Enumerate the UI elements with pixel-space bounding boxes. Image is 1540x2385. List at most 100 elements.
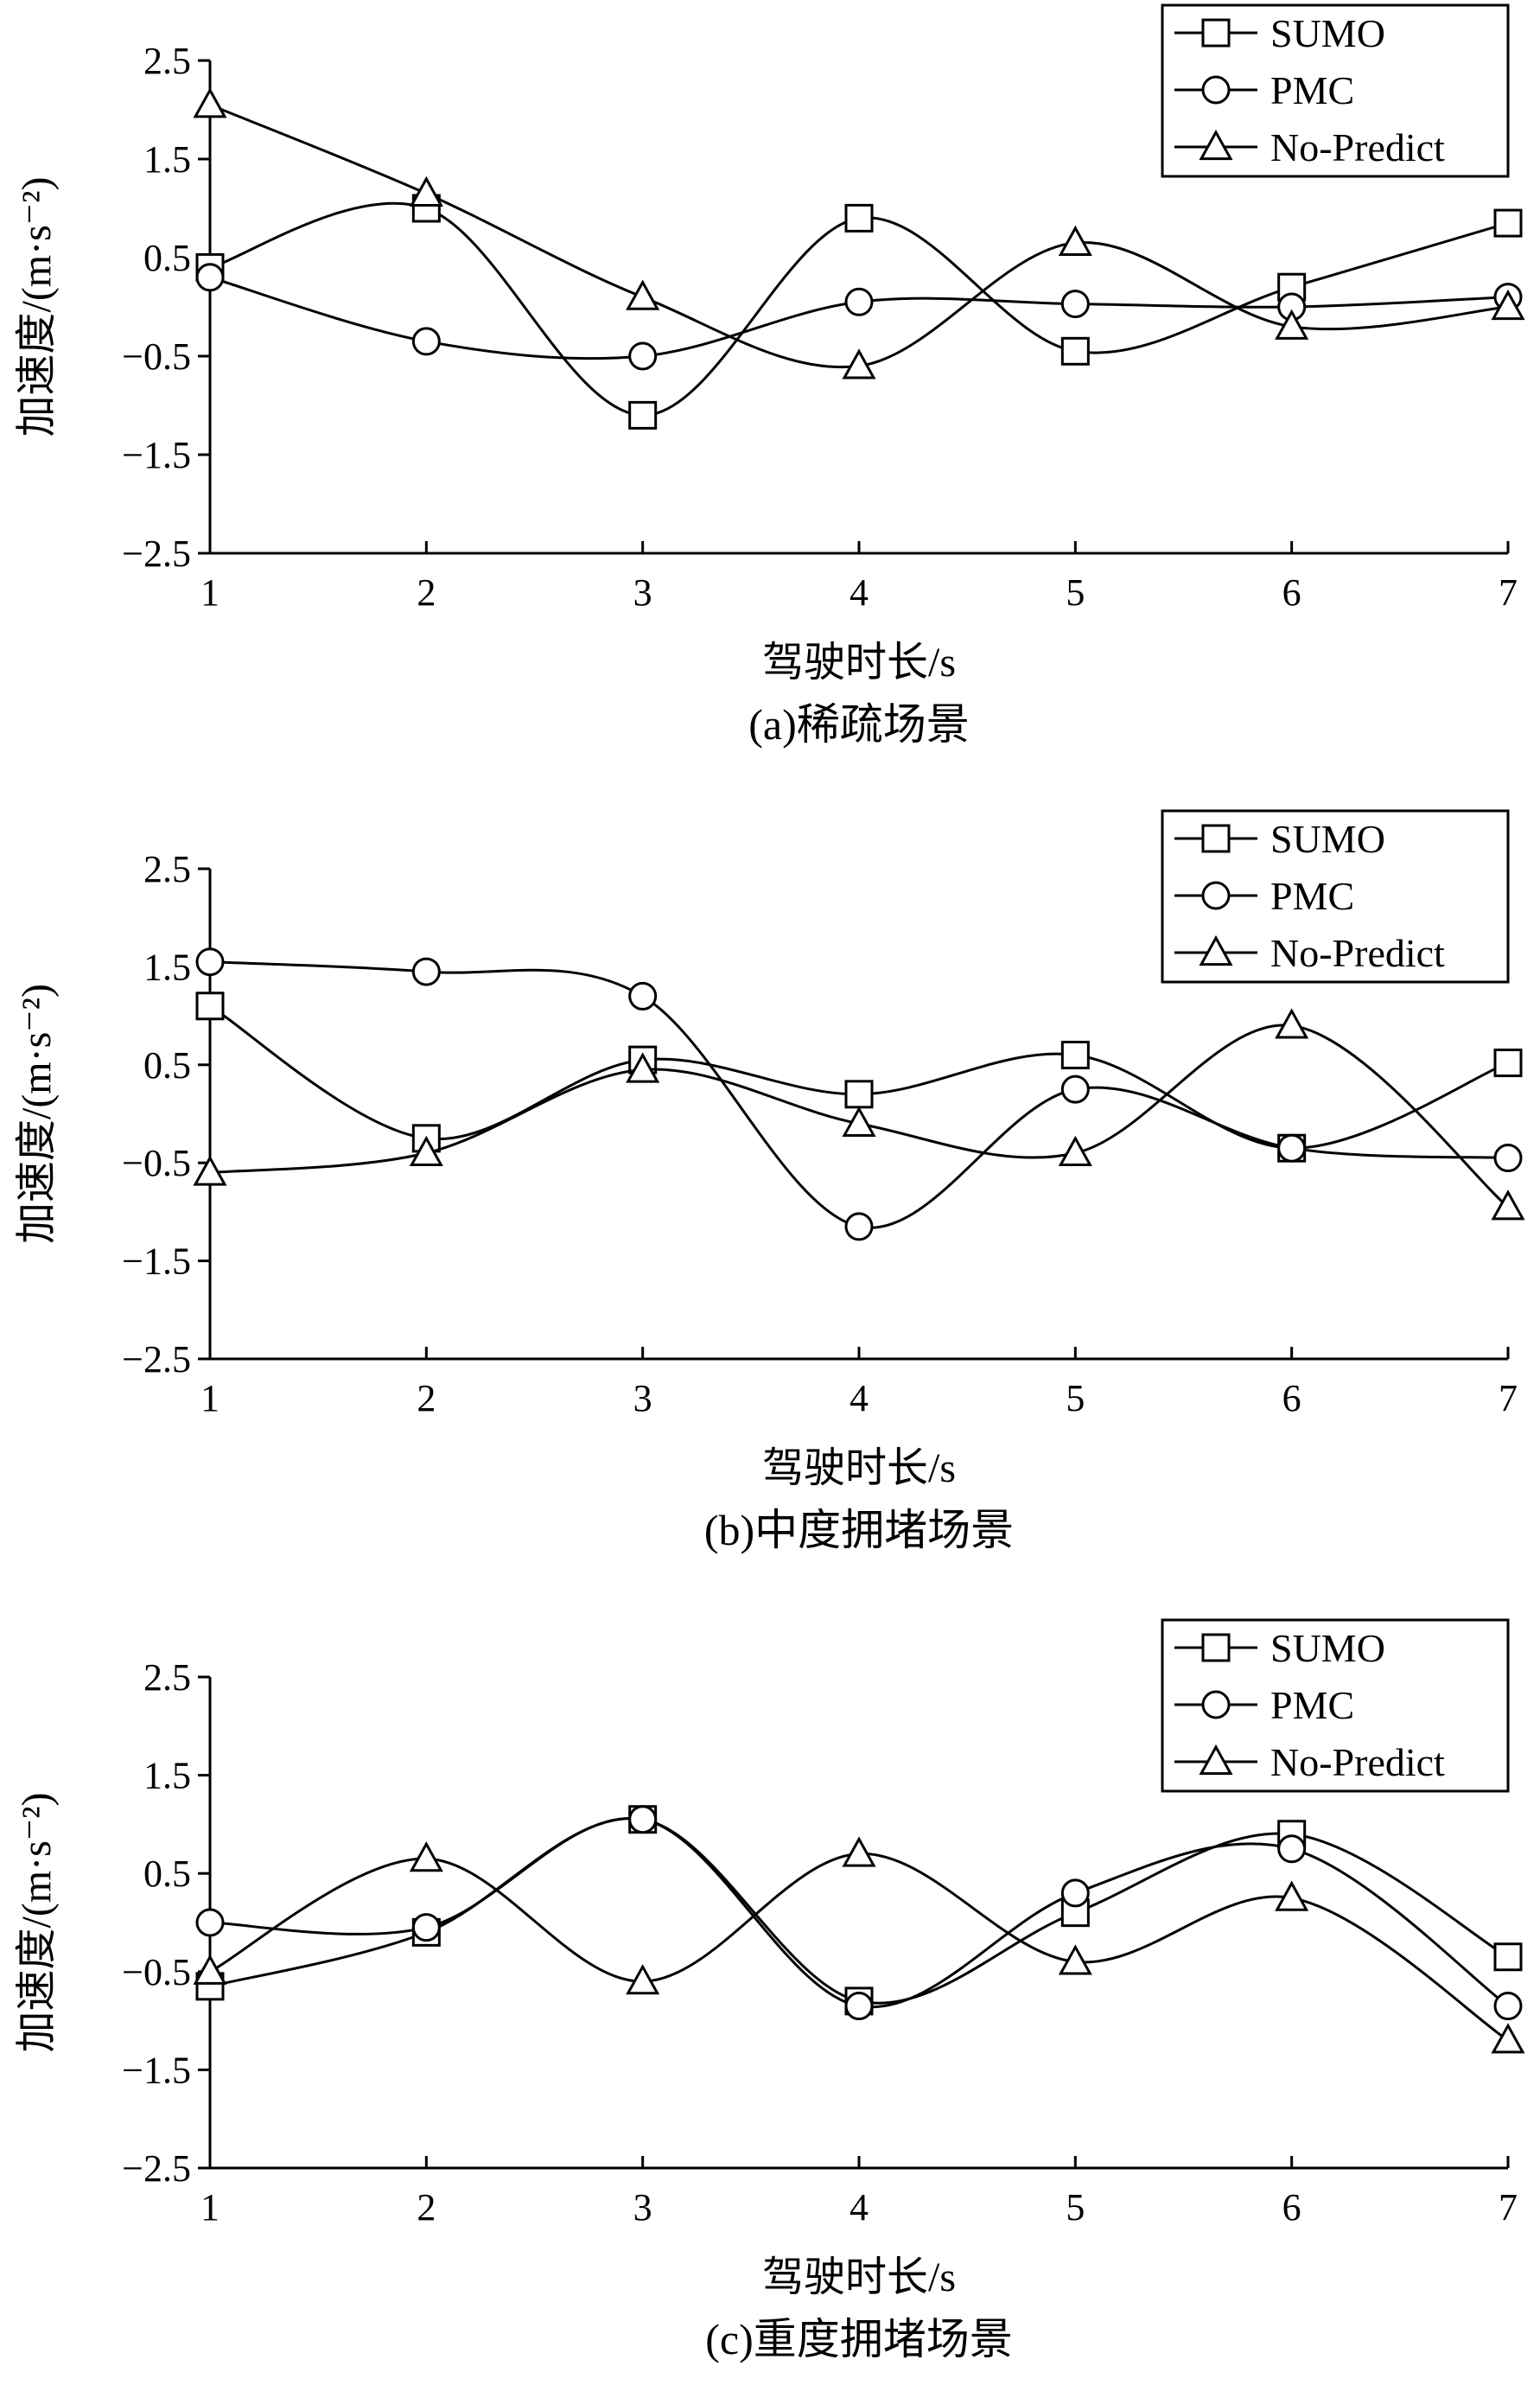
x-tick-label: 5 xyxy=(1066,2186,1085,2229)
data-point-triangle xyxy=(1058,1944,1092,1975)
legend-label: PMC xyxy=(1270,1683,1354,1727)
data-point-square xyxy=(1060,336,1090,366)
x-axis-title: 驾驶时长/s xyxy=(762,640,956,686)
chart-panel-2: 2.5 1.5 0.5 −0.5 −1.5 −2.51 2 3 4 5 6 7 驾驶时长/s (c)重度拥… xyxy=(14,1618,1525,2363)
x-tick-label: 3 xyxy=(633,571,652,614)
y-tick-label: 2.5 xyxy=(143,848,191,890)
data-point-square xyxy=(628,400,658,430)
data-point-triangle xyxy=(626,1964,660,1995)
legend-marker-circle xyxy=(1201,881,1231,910)
y-axis-title: 加速度/(m·s⁻²) xyxy=(14,1792,60,2052)
series-circle xyxy=(195,1805,1523,2021)
data-point-triangle xyxy=(409,1841,443,1872)
legend-marker-square xyxy=(1201,824,1231,853)
x-axis-title: 驾驶时长/s xyxy=(762,2254,956,2300)
data-point-circle xyxy=(844,1992,874,2021)
y-tick-label: 0.5 xyxy=(143,1044,191,1087)
y-tick-label: 1.5 xyxy=(143,1755,191,1797)
data-point-triangle xyxy=(409,1135,443,1166)
data-point-circle xyxy=(1277,1834,1307,1864)
series-triangle xyxy=(193,87,1525,379)
legend: SUMO PMC No-Predict xyxy=(1161,3,1510,178)
x-axis-title: 驾驶时长/s xyxy=(762,1445,956,1491)
data-point-triangle xyxy=(193,87,227,118)
data-point-triangle xyxy=(1491,2023,1525,2054)
data-point-triangle xyxy=(1058,225,1092,256)
y-tick-label: 2.5 xyxy=(143,40,191,82)
y-tick-label: −2.5 xyxy=(122,532,191,575)
data-point-circle xyxy=(1277,1133,1307,1163)
data-point-circle xyxy=(195,947,225,977)
y-tick-label: 2.5 xyxy=(143,1656,191,1699)
y-tick-label: −2.5 xyxy=(122,1338,191,1381)
y-tick-label: 0.5 xyxy=(143,1853,191,1895)
data-point-square xyxy=(1493,1049,1523,1078)
data-point-circle xyxy=(1493,1992,1523,2021)
legend: SUMO PMC No-Predict xyxy=(1161,809,1510,984)
data-point-triangle xyxy=(626,1052,660,1083)
series-circle xyxy=(195,947,1523,1241)
y-tick-label: −1.5 xyxy=(122,2049,191,2091)
x-tick-label: 6 xyxy=(1282,2186,1301,2229)
y-tick-label: −2.5 xyxy=(122,2147,191,2190)
x-tick-label: 5 xyxy=(1066,1377,1085,1419)
data-point-triangle xyxy=(1275,1008,1309,1039)
x-tick-label: 4 xyxy=(850,571,869,614)
legend-label: PMC xyxy=(1270,874,1354,918)
x-tick-label: 3 xyxy=(633,2186,652,2229)
data-point-triangle xyxy=(193,1954,227,1985)
data-point-circle xyxy=(628,981,658,1011)
chart-panel-0: 2.5 1.5 0.5 −0.5 −1.5 −2.51 2 3 4 5 6 7 驾驶时长/s (a)稀疏场… xyxy=(14,3,1525,749)
legend-marker-square xyxy=(1201,1633,1231,1662)
data-point-circle xyxy=(1493,1144,1523,1173)
y-tick-label: 1.5 xyxy=(143,946,191,988)
data-point-circle xyxy=(1060,1878,1090,1908)
data-point-triangle xyxy=(842,1106,876,1137)
x-tick-label: 5 xyxy=(1066,571,1085,614)
y-axis-title: 加速度/(m·s⁻²) xyxy=(14,176,60,437)
data-point-triangle xyxy=(1491,289,1525,321)
data-point-triangle xyxy=(626,279,660,310)
x-tick-label: 2 xyxy=(417,571,436,614)
y-tick-label: −0.5 xyxy=(122,1142,191,1184)
series-circle xyxy=(195,263,1523,371)
panel-caption: (a)稀疏场景 xyxy=(748,700,970,749)
legend-label: No-Predict xyxy=(1270,1740,1445,1784)
data-point-circle xyxy=(628,341,658,371)
x-tick-label: 4 xyxy=(850,1377,869,1419)
x-tick-label: 7 xyxy=(1499,1377,1518,1419)
data-point-triangle xyxy=(1058,1135,1092,1166)
x-tick-label: 6 xyxy=(1282,571,1301,614)
x-tick-label: 3 xyxy=(633,1377,652,1419)
x-tick-label: 6 xyxy=(1282,1377,1301,1419)
chart-panel-1: 2.5 1.5 0.5 −0.5 −1.5 −2.51 2 3 4 5 6 7 驾驶时长/s (b)中度拥… xyxy=(14,809,1525,1554)
legend-marker-triangle xyxy=(1199,129,1233,161)
legend-label: No-Predict xyxy=(1270,931,1445,975)
x-tick-label: 7 xyxy=(1499,571,1518,614)
y-axis-title: 加速度/(m·s⁻²) xyxy=(14,984,60,1244)
data-point-triangle xyxy=(409,175,443,207)
x-tick-label: 1 xyxy=(200,571,220,614)
legend-label: PMC xyxy=(1270,68,1354,112)
legend-label: SUMO xyxy=(1270,1626,1385,1670)
series-triangle xyxy=(193,1008,1525,1221)
x-tick-label: 7 xyxy=(1499,2186,1518,2229)
legend-marker-triangle xyxy=(1199,934,1233,966)
data-point-triangle xyxy=(193,1155,227,1186)
data-point-circle xyxy=(195,1908,225,1937)
data-point-triangle xyxy=(842,1836,876,1867)
data-point-circle xyxy=(1060,290,1090,319)
data-point-circle xyxy=(844,287,874,316)
x-tick-label: 2 xyxy=(417,2186,436,2229)
data-point-circle xyxy=(844,1212,874,1241)
panel-caption: (b)中度拥堵场景 xyxy=(704,1506,1014,1554)
data-point-circle xyxy=(411,327,441,356)
data-point-triangle xyxy=(1275,309,1309,340)
data-point-triangle xyxy=(1275,1880,1309,1911)
data-point-square xyxy=(1493,208,1523,238)
legend: SUMO PMC No-Predict xyxy=(1161,1618,1510,1793)
y-tick-label: 0.5 xyxy=(143,237,191,279)
y-tick-label: −0.5 xyxy=(122,335,191,378)
x-tick-label: 2 xyxy=(417,1377,436,1419)
